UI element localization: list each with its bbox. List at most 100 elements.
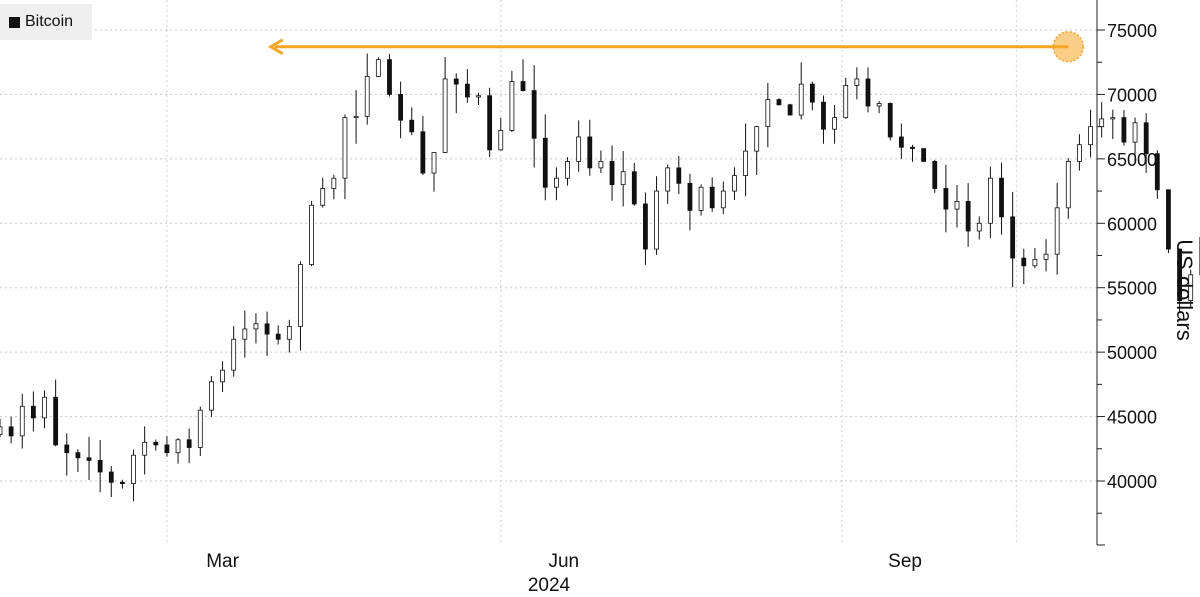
candle xyxy=(609,145,615,201)
candle-body xyxy=(709,186,715,209)
candle xyxy=(520,59,526,92)
candle xyxy=(264,311,270,356)
candle-body xyxy=(1088,126,1093,146)
candle-body xyxy=(932,161,938,189)
candle xyxy=(554,167,559,201)
candle xyxy=(676,156,682,195)
candle-body xyxy=(253,323,259,330)
candle-body xyxy=(453,78,459,85)
candle xyxy=(787,103,793,116)
candle-body xyxy=(732,175,737,192)
candle-body xyxy=(364,75,370,117)
candle xyxy=(220,361,225,393)
candle xyxy=(843,77,849,119)
candle-body xyxy=(509,81,515,131)
candle xyxy=(1021,248,1027,285)
candle xyxy=(53,379,59,447)
candle-body xyxy=(876,103,882,107)
candle-body xyxy=(1110,117,1116,120)
candle-body xyxy=(987,177,993,224)
candle xyxy=(464,69,470,103)
candle xyxy=(186,428,192,464)
candle xyxy=(587,119,593,176)
candle xyxy=(932,159,938,193)
candle-body xyxy=(1099,118,1105,128)
candle-body xyxy=(531,90,537,139)
y-axis-title: US dollars xyxy=(1172,239,1197,340)
candle xyxy=(19,393,25,449)
y-tick-label: 55000 xyxy=(1107,279,1157,299)
candle-body xyxy=(420,131,426,174)
candle-body xyxy=(798,83,804,116)
candle-body xyxy=(142,441,148,456)
candle-body xyxy=(298,264,303,327)
candle-body xyxy=(943,188,949,210)
candle-body xyxy=(464,83,470,98)
candle xyxy=(620,151,626,207)
candle xyxy=(42,390,47,429)
candle xyxy=(86,436,92,480)
candle xyxy=(286,319,292,353)
candle-body xyxy=(687,182,693,211)
candle xyxy=(542,114,548,201)
candle-body xyxy=(620,171,626,186)
candle-body xyxy=(242,328,248,340)
candle xyxy=(509,70,515,133)
y-tick-label: 70000 xyxy=(1107,85,1157,105)
candle-body xyxy=(131,454,136,484)
candle-body xyxy=(342,117,348,179)
candle xyxy=(999,162,1004,235)
candle-body xyxy=(809,83,815,103)
candle-body xyxy=(1043,253,1049,260)
candle xyxy=(910,144,915,162)
candle-body xyxy=(197,409,203,448)
candle xyxy=(1065,158,1071,219)
candle-body xyxy=(209,381,214,411)
candle-body xyxy=(164,444,170,454)
candle-body xyxy=(1166,189,1171,250)
candle xyxy=(643,192,648,265)
candle xyxy=(420,115,426,176)
candle-body xyxy=(587,136,593,169)
candle-body xyxy=(832,117,838,130)
candle xyxy=(754,125,760,175)
candle xyxy=(175,438,181,464)
candle-body xyxy=(854,78,860,86)
candle-body xyxy=(976,222,982,232)
candle xyxy=(1043,239,1049,272)
candle-body xyxy=(42,396,47,419)
candle xyxy=(387,54,392,97)
candle xyxy=(887,102,893,141)
candle xyxy=(720,181,726,215)
x-tick-label: Jun xyxy=(548,551,579,572)
candle-body xyxy=(8,426,14,437)
candle xyxy=(487,87,493,158)
candle xyxy=(531,65,537,168)
candle xyxy=(798,62,804,120)
candle xyxy=(409,107,415,136)
candle xyxy=(576,120,582,172)
candle-body xyxy=(631,171,637,205)
candle xyxy=(1110,109,1116,140)
candle-body xyxy=(765,99,771,128)
candle-body xyxy=(1132,122,1138,143)
candle xyxy=(832,104,838,144)
candle-body xyxy=(954,200,960,210)
legend-swatch-bitcoin xyxy=(9,16,20,28)
candle-body xyxy=(887,103,893,138)
candle xyxy=(108,466,114,498)
candle-body xyxy=(1177,248,1182,302)
candle xyxy=(565,157,570,186)
candle-body xyxy=(598,161,604,169)
candle xyxy=(987,166,993,239)
y-tick-label: 40000 xyxy=(1107,472,1157,492)
candle xyxy=(0,418,3,438)
candle-body xyxy=(431,152,437,174)
candle-body xyxy=(1188,274,1194,302)
candle-body xyxy=(0,426,3,436)
candle xyxy=(954,185,960,228)
candle xyxy=(921,148,927,162)
candle-body xyxy=(542,137,548,188)
candle xyxy=(253,313,259,344)
